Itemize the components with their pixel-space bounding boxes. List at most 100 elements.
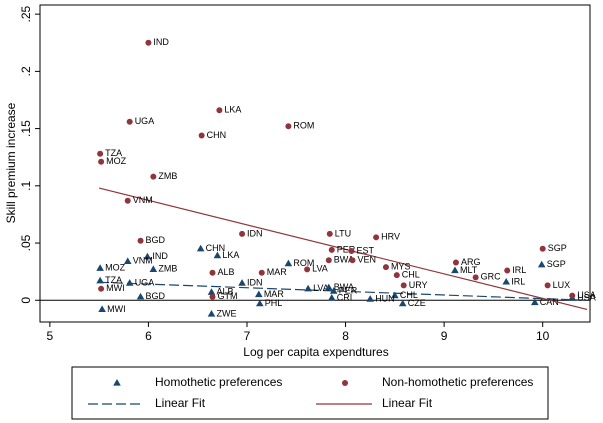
data-point — [96, 276, 104, 284]
y-tick-label: .15 — [19, 120, 33, 137]
point-label: CHN — [207, 130, 227, 140]
data-point — [504, 267, 511, 274]
point-label: UGA — [135, 116, 155, 126]
data-point — [137, 237, 144, 244]
point-label: EST — [356, 245, 374, 255]
point-label: CZE — [408, 298, 426, 308]
point-label: ROM — [293, 121, 314, 131]
point-label: ZMB — [158, 171, 177, 181]
point-label: CRI — [337, 292, 353, 302]
data-point — [569, 292, 576, 299]
point-label: LKA — [222, 250, 239, 260]
x-tick-label: 5 — [47, 329, 54, 343]
point-label: LVA — [313, 283, 329, 293]
point-label: CAN — [540, 297, 559, 307]
point-label: SGP — [548, 243, 567, 253]
data-point — [531, 298, 539, 306]
point-label: LVA — [312, 264, 328, 274]
data-point — [304, 284, 312, 292]
point-label: URY — [409, 280, 428, 290]
point-label: LKA — [224, 105, 241, 115]
point-label: IDN — [247, 277, 262, 287]
data-point — [452, 259, 459, 266]
point-label: ZMB — [158, 264, 177, 274]
fit-line — [99, 281, 588, 301]
data-point — [213, 251, 222, 259]
data-point — [328, 246, 335, 253]
point-label: UGA — [135, 277, 155, 287]
y-tick-label: 0 — [19, 297, 33, 304]
point-label: IRL — [512, 265, 526, 275]
plot-frame — [39, 4, 591, 323]
point-label: BWA — [334, 255, 354, 265]
data-point — [258, 269, 265, 276]
data-point — [123, 257, 132, 264]
data-point — [325, 257, 332, 264]
data-point — [398, 299, 407, 307]
y-tick-label: .05 — [19, 234, 33, 251]
point-label: TZA — [105, 275, 122, 285]
data-point — [149, 265, 158, 272]
data-point — [349, 257, 356, 264]
point-label: VEN — [357, 255, 376, 265]
data-point — [285, 123, 292, 130]
point-label: ALB — [217, 267, 234, 277]
data-point — [327, 293, 336, 301]
data-point — [451, 266, 459, 274]
x-tick-label: 8 — [342, 329, 349, 343]
data-point — [255, 290, 263, 298]
point-label: USA — [577, 292, 596, 302]
data-point — [366, 295, 374, 302]
data-point — [238, 279, 246, 286]
x-tick-label: 7 — [244, 329, 251, 343]
point-label: ROM — [293, 258, 314, 268]
x-tick-label: 6 — [145, 329, 152, 343]
data-point — [196, 244, 205, 252]
point-label: CHN — [206, 243, 226, 253]
data-point — [98, 158, 105, 165]
y-tick-label: .2 — [19, 66, 33, 76]
data-point — [207, 288, 216, 295]
data-point — [537, 260, 546, 268]
point-label: ALB — [217, 287, 234, 297]
point-label: HUN — [375, 293, 395, 303]
point-label: VNM — [133, 195, 153, 205]
data-point — [98, 305, 106, 313]
point-label: BGD — [146, 291, 166, 301]
point-label: MWI — [107, 304, 126, 314]
point-label: PER — [337, 244, 356, 254]
point-label: MOZ — [105, 263, 125, 273]
legend-label: Linear Fit — [382, 396, 433, 410]
data-point — [126, 118, 133, 125]
point-label: MAR — [264, 289, 285, 299]
y-tick-label: .1 — [19, 180, 33, 190]
point-label: HRV — [381, 232, 400, 242]
point-label: IDN — [247, 228, 262, 238]
point-label: TZA — [105, 148, 122, 158]
point-label: IND — [152, 251, 168, 261]
point-label: IND — [153, 37, 169, 47]
data-point — [391, 291, 399, 299]
data-point — [393, 272, 400, 279]
data-point — [124, 197, 131, 204]
data-point — [150, 173, 157, 180]
data-point — [373, 234, 380, 241]
data-point — [304, 266, 311, 273]
point-label: MLT — [460, 265, 478, 275]
point-label: LTU — [335, 228, 351, 238]
data-point — [207, 309, 216, 317]
y-axis-label: Skill premium increase — [4, 102, 18, 223]
y-tick-label: .25 — [19, 5, 33, 22]
data-point — [96, 264, 104, 271]
point-label: IRL — [511, 276, 525, 286]
point-label: MYS — [391, 261, 411, 271]
data-point — [239, 230, 246, 237]
point-label: GRC — [481, 272, 502, 282]
data-point — [326, 230, 333, 237]
point-label: ZWE — [217, 308, 237, 318]
point-label: PHL — [265, 298, 283, 308]
data-point — [348, 248, 355, 255]
data-point — [329, 287, 338, 294]
point-label: ARG — [461, 257, 481, 267]
